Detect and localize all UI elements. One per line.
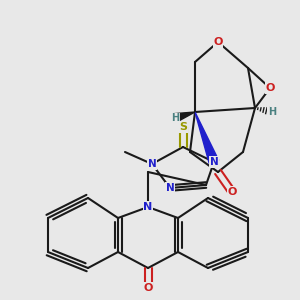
Text: H: H xyxy=(171,113,179,123)
Polygon shape xyxy=(174,112,195,122)
Text: N: N xyxy=(166,183,174,193)
Polygon shape xyxy=(195,112,219,164)
Text: N: N xyxy=(143,202,153,212)
Text: O: O xyxy=(265,83,275,93)
Text: N: N xyxy=(148,159,156,169)
Text: H: H xyxy=(268,107,276,117)
Text: N: N xyxy=(210,157,218,167)
Text: O: O xyxy=(143,283,153,293)
Text: O: O xyxy=(213,37,223,47)
Text: S: S xyxy=(179,122,187,132)
Text: O: O xyxy=(227,187,237,197)
